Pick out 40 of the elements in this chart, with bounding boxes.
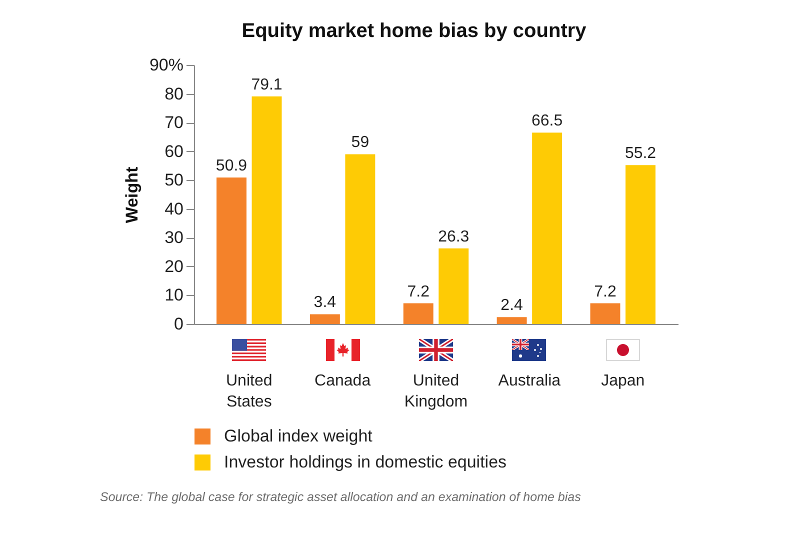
data-label: 55.2 bbox=[624, 145, 656, 162]
y-tick-label: 50 bbox=[164, 170, 184, 190]
bar bbox=[403, 303, 434, 324]
legend-label: Global index weight bbox=[224, 426, 373, 446]
y-tick-label: 80 bbox=[164, 84, 184, 104]
bar bbox=[345, 154, 376, 324]
y-tick-label: 70 bbox=[164, 113, 184, 132]
y-tick-label: 40 bbox=[164, 199, 184, 218]
x-tick-label: Japan bbox=[601, 372, 645, 390]
legend-label: Investor holdings in domestic equities bbox=[224, 452, 507, 472]
x-tick-label: United Kingdom bbox=[404, 372, 468, 410]
bar bbox=[532, 132, 562, 324]
bar bbox=[496, 317, 527, 324]
data-label: 2.4 bbox=[500, 297, 524, 314]
x-tick-label: Canada bbox=[314, 372, 371, 390]
y-tick-label: 30 bbox=[164, 228, 184, 248]
bar bbox=[438, 248, 469, 324]
bar bbox=[626, 165, 656, 324]
source-note: Source: The global case for strategic asset allocation and an examination of home bias bbox=[100, 490, 581, 504]
chart-title: Equity market home bias by country bbox=[242, 20, 588, 42]
data-label: 59 bbox=[351, 134, 370, 152]
bar bbox=[252, 96, 282, 324]
bar bbox=[310, 314, 340, 324]
data-label: 26.3 bbox=[438, 228, 470, 246]
y-axis-title: Weight bbox=[122, 166, 142, 224]
data-label: 50.9 bbox=[216, 158, 248, 175]
y-tick-label: 90% bbox=[149, 56, 184, 74]
data-label: 7.2 bbox=[407, 283, 430, 300]
data-label: 66.5 bbox=[531, 112, 563, 130]
data-label: 7.2 bbox=[594, 283, 616, 300]
y-tick-label: 20 bbox=[164, 256, 184, 276]
y-tick-label: 60 bbox=[164, 142, 184, 161]
x-tick-label: Australia bbox=[498, 372, 561, 390]
y-tick-label: 10 bbox=[164, 286, 184, 305]
bar bbox=[216, 178, 246, 324]
x-tick-label: United States bbox=[226, 372, 272, 410]
bar bbox=[590, 303, 620, 324]
data-label: 3.4 bbox=[314, 294, 336, 312]
y-tick-label: 0 bbox=[174, 314, 184, 334]
data-label: 79.1 bbox=[251, 76, 282, 94]
